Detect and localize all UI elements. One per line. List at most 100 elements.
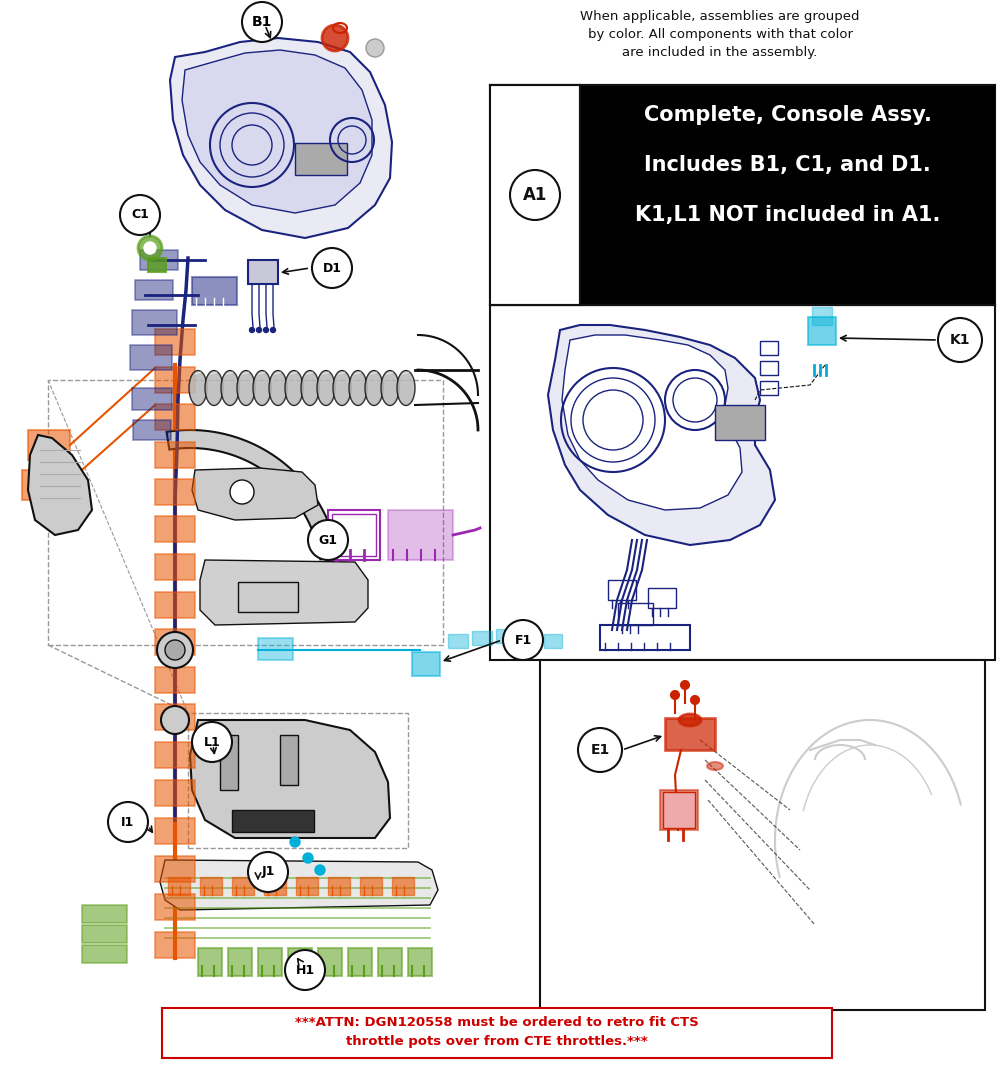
Circle shape [264,328,268,333]
Circle shape [315,865,325,875]
Circle shape [322,25,348,51]
Bar [448,634,468,648]
Circle shape [312,248,352,288]
Bar [155,704,195,730]
Text: H1: H1 [295,964,315,976]
Text: B1: B1 [252,15,272,29]
Bar [232,877,254,895]
Bar [608,580,636,600]
Text: D1: D1 [322,261,342,274]
Bar [378,947,402,976]
Text: are included in the assembly.: are included in the assembly. [622,46,818,59]
Circle shape [161,706,189,734]
Bar [155,894,195,920]
Bar [258,638,293,660]
Bar [665,718,715,750]
Bar [472,631,492,644]
Circle shape [242,2,282,42]
Text: A1: A1 [523,186,547,204]
Bar [544,634,562,648]
Bar [663,792,695,828]
Bar [618,603,653,625]
Polygon shape [182,50,372,213]
Bar [168,877,190,895]
Text: Includes B1, C1, and D1.: Includes B1, C1, and D1. [644,155,931,175]
Ellipse shape [205,370,223,405]
Text: K1: K1 [950,333,970,347]
Text: L1: L1 [204,735,220,748]
Bar [82,905,127,923]
Bar [328,877,350,895]
Bar [408,947,432,976]
Bar [360,877,382,895]
Text: C1: C1 [131,208,149,222]
Ellipse shape [189,370,207,405]
Bar [520,631,540,644]
Text: by color. All components with that color: by color. All components with that color [588,28,852,41]
Bar [82,945,127,964]
Circle shape [510,170,560,220]
Text: throttle pots over from CTE throttles.***: throttle pots over from CTE throttles.**… [346,1035,648,1049]
Bar [328,510,380,560]
Bar [155,818,195,844]
Bar [295,143,347,175]
Text: When applicable, assemblies are grouped: When applicable, assemblies are grouped [580,10,860,23]
Ellipse shape [221,370,239,405]
Bar [155,329,195,355]
Text: E1: E1 [590,743,610,757]
Bar [155,479,195,505]
Circle shape [691,696,699,704]
Bar [280,735,298,785]
Bar [132,388,172,410]
Bar [388,510,453,560]
Bar [660,790,698,830]
Circle shape [938,318,982,362]
Bar [648,588,676,608]
Ellipse shape [301,370,319,405]
Circle shape [681,681,689,689]
Circle shape [303,853,313,863]
Bar [496,630,516,643]
Bar [148,258,166,272]
Bar [348,947,372,976]
Ellipse shape [679,714,701,726]
Polygon shape [200,560,368,625]
Circle shape [308,520,348,560]
Bar [264,877,286,895]
Ellipse shape [365,370,383,405]
Ellipse shape [253,370,271,405]
Circle shape [671,691,679,699]
Ellipse shape [349,370,367,405]
Polygon shape [190,720,390,838]
Text: I1: I1 [121,815,135,828]
Bar [155,442,195,468]
Bar [600,625,690,650]
Polygon shape [167,430,338,559]
Bar [808,317,836,345]
Bar [28,430,70,460]
Circle shape [366,39,384,57]
Polygon shape [192,468,318,520]
Bar [82,925,127,943]
Circle shape [165,640,185,660]
Circle shape [120,195,160,235]
Ellipse shape [237,370,255,405]
Bar [135,280,173,300]
Circle shape [503,620,543,660]
Bar [155,856,195,882]
Bar [232,810,314,832]
Bar [540,660,985,1010]
Bar [760,361,778,375]
Bar [412,652,440,676]
Bar [155,367,195,393]
Circle shape [192,722,232,762]
Text: Complete, Console Assy.: Complete, Console Assy. [644,105,931,125]
Bar [188,713,408,848]
Ellipse shape [381,370,399,405]
Bar [22,469,64,500]
Bar [332,514,376,556]
Text: F1: F1 [514,634,532,647]
Circle shape [578,728,622,773]
Circle shape [144,242,156,254]
Bar [155,404,195,430]
